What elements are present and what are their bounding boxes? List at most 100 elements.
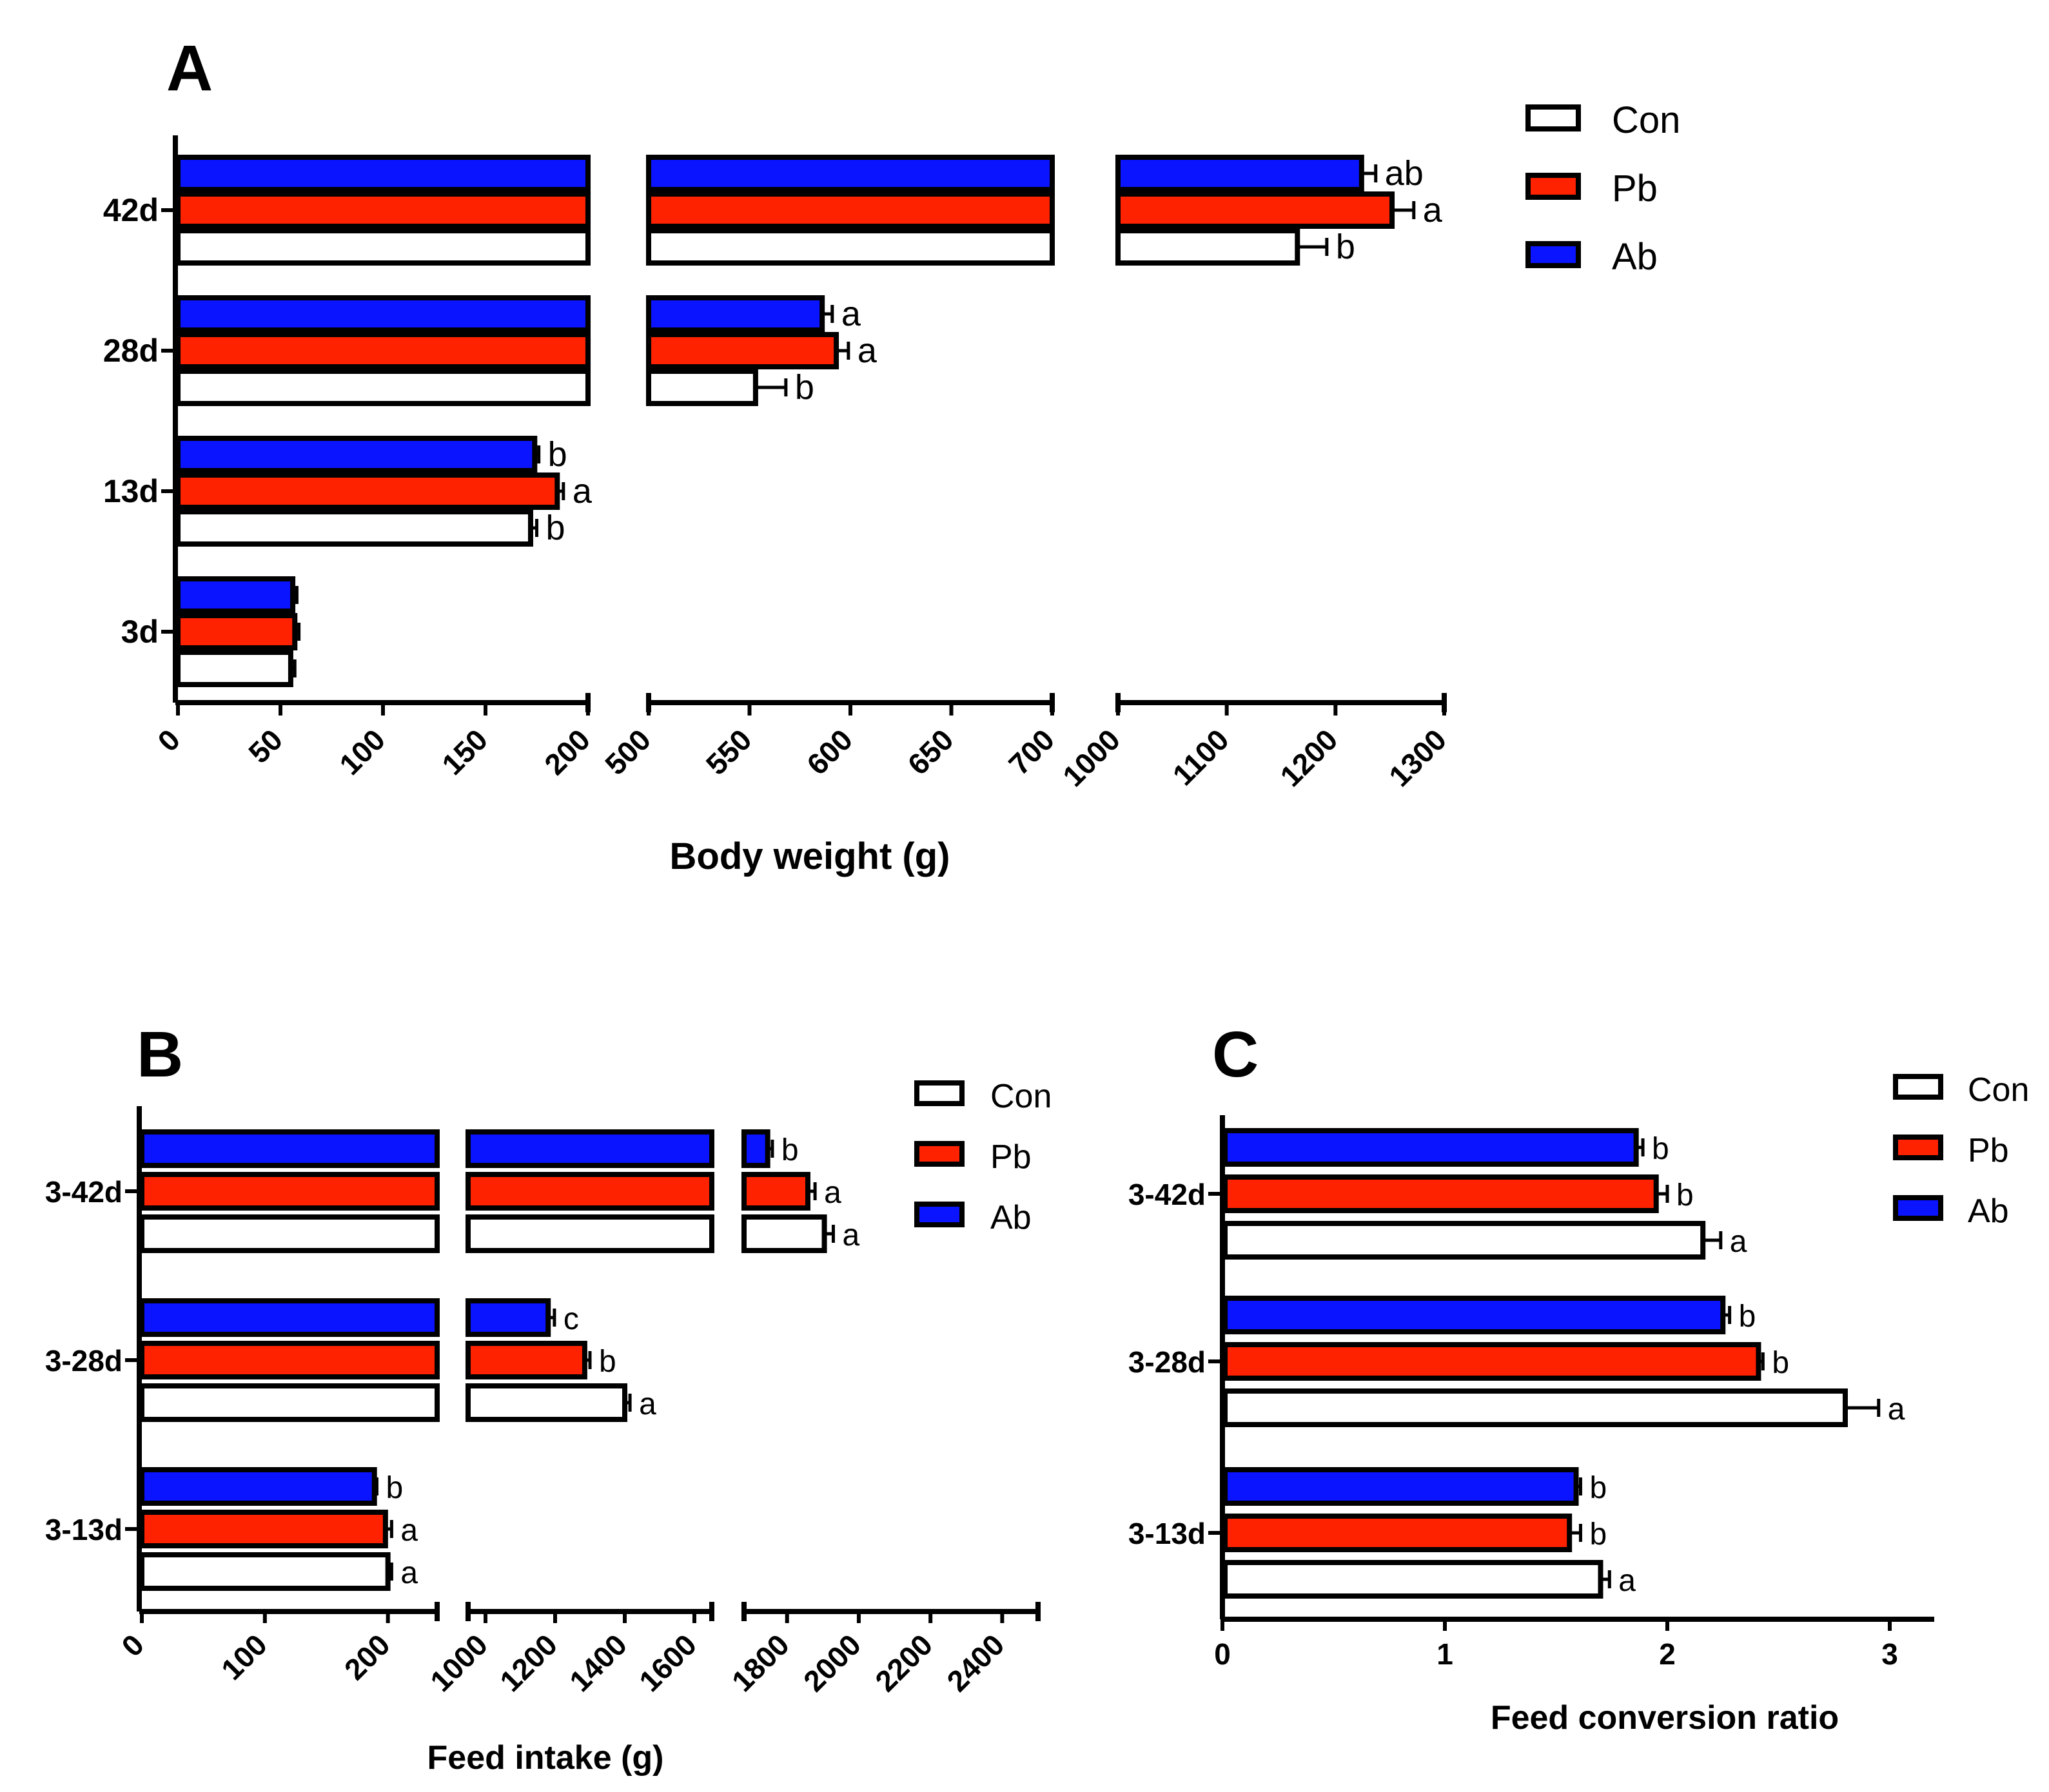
panel-b-category-3-28d: 3-28d cba xyxy=(45,1298,656,1422)
panel-c-bar-ab-3-28d xyxy=(1222,1296,1726,1334)
panel-a-x-tick-label-550: 550 xyxy=(700,723,758,781)
panel-b-x-axis-segment-1: 0 100 200 xyxy=(115,1602,440,1686)
panel-c-bar-group-pb-3-13d: b xyxy=(1222,1514,1607,1552)
panel-c-x-axis-title: Feed conversion ratio xyxy=(1491,1699,1839,1737)
panel-a-y-tick-label-42d: 42d xyxy=(103,192,159,228)
panel-c-significance-label-con-3-42d: a xyxy=(1730,1225,1747,1259)
panel-a-bar-ab-3d xyxy=(175,576,296,614)
panel-b-bar-con-3-42d xyxy=(466,1214,714,1253)
panel-c-category-3-28d: 3-28d bb a xyxy=(1128,1296,1905,1427)
panel-b-bar-group-ab-3-13d: b xyxy=(139,1467,403,1506)
panel-c-bar-ab-3-42d xyxy=(1222,1128,1639,1167)
panel-a-bar-group-con-13d: b xyxy=(175,509,565,547)
panel-c-significance-label-pb-3-28d: b xyxy=(1772,1346,1789,1380)
panel-c-bar-group-ab-3-42d: b xyxy=(1222,1128,1669,1167)
panel-a-x-axis-title: Body weight (g) xyxy=(670,835,950,877)
panel-a-bar-group-pb-28d: a xyxy=(175,331,877,370)
panel-b-x-tick-label-1200: 1200 xyxy=(493,1628,564,1698)
panel-a-x-tick-label-1200: 1200 xyxy=(1273,723,1344,793)
panel-a-bar-group-con-42d: b xyxy=(175,228,1355,266)
panel-a-x-tick-label-50: 50 xyxy=(242,723,289,770)
panel-c-bar-pb-3-28d xyxy=(1222,1342,1761,1381)
panel-a-bar-group-ab-28d: a xyxy=(175,295,861,333)
panel-a-x-tick-label-1000: 1000 xyxy=(1056,723,1126,793)
panel-c-category-3-42d: 3-42d bb a xyxy=(1128,1128,1747,1260)
panel-a-bar-pb-3d xyxy=(175,613,298,650)
panel-c-x-tick-label-0: 0 xyxy=(1214,1637,1231,1671)
panel-a-legend-swatch-con xyxy=(1525,104,1581,131)
panel-b-bar-group-ab-3-42d: b xyxy=(139,1129,799,1168)
panel-a-legend-label-ab: Ab xyxy=(1612,236,1658,278)
panel-b-bar-pb-3-42d xyxy=(139,1172,440,1211)
panel-a-x-axis-segment-3: 1000 1100 1200 1300 xyxy=(1056,693,1453,793)
panel-c-letter: C xyxy=(1212,1018,1259,1091)
panel-a-legend-item-ab: Ab xyxy=(1525,236,1658,278)
panel-c-bar-group-con-3-42d: a xyxy=(1222,1221,1747,1260)
panel-c-bar-pb-3-42d xyxy=(1222,1174,1659,1213)
panel-a-y-tick-label-13d: 13d xyxy=(103,473,159,509)
panel-b-legend-label-ab: Ab xyxy=(990,1199,1032,1236)
panel-a-bar-pb-28d xyxy=(646,332,839,369)
panel-a-x-tick-label-1300: 1300 xyxy=(1382,723,1453,793)
panel-a-x-tick-label-500: 500 xyxy=(598,723,657,781)
panel-a-category-3d: 3d xyxy=(121,576,301,687)
panel-a-legend-swatch-pb xyxy=(1525,173,1581,200)
panel-a-legend-item-con: Con xyxy=(1525,99,1680,141)
panel-b-bar-group-con-3-28d: a xyxy=(139,1383,656,1422)
panel-c-legend-swatch-ab xyxy=(1893,1195,1943,1221)
panel-a-bar-con-28d xyxy=(175,369,591,406)
panel-b-legend-label-pb: Pb xyxy=(990,1138,1032,1176)
panel-a-bar-pb-42d xyxy=(1115,191,1395,229)
panel-a-x-tick-label-200: 200 xyxy=(538,723,596,781)
panel-a-significance-label-ab-42d: ab xyxy=(1385,154,1424,193)
panel-c-legend-swatch-con xyxy=(1893,1074,1943,1100)
panel-b-legend-item-pb: Pb xyxy=(914,1138,1032,1176)
panel-a-bar-pb-42d xyxy=(646,191,1055,229)
panel-c-x-tick-label-3: 3 xyxy=(1881,1637,1898,1671)
panel-b-y-tick-label-3-28d: 3-28d xyxy=(45,1344,123,1378)
panel-c-significance-label-pb-3-13d: b xyxy=(1589,1517,1607,1552)
panel-a-significance-label-pb-13d: a xyxy=(573,472,593,511)
panel-a-bar-ab-42d xyxy=(646,155,1055,192)
panel-a-bar-group-con-3d xyxy=(175,650,297,687)
panel-b-significance-label-con-3-28d: a xyxy=(639,1387,656,1421)
panel-c-bar-con-3-42d xyxy=(1222,1221,1706,1260)
panel-c-bar-con-3-13d xyxy=(1222,1560,1603,1599)
panel-a-x-axis-segment-2: 500 550 600 650 700 xyxy=(598,693,1061,781)
panel-a-body-weight-chart: A Con Pb Ab 0 50 100 150 200 500 550 600 650 700100… xyxy=(103,32,1681,877)
panel-c-significance-label-con-3-28d: a xyxy=(1888,1392,1905,1427)
panel-c-bar-ab-3-13d xyxy=(1222,1467,1579,1506)
panel-a-bar-ab-42d xyxy=(1115,155,1364,192)
panel-c-legend-item-con: Con xyxy=(1893,1071,2029,1109)
panel-a-bar-group-ab-3d xyxy=(175,576,299,614)
panel-b-legend-label-con: Con xyxy=(990,1078,1052,1115)
panel-b-bar-pb-3-28d xyxy=(466,1341,587,1379)
panel-a-bar-pb-13d xyxy=(175,472,560,510)
panel-a-bar-group-pb-13d: a xyxy=(175,472,593,511)
panel-b-bar-con-3-13d xyxy=(139,1552,391,1591)
panel-a-legend-label-pb: Pb xyxy=(1612,168,1658,209)
panel-b-bar-group-pb-3-42d: a xyxy=(139,1172,841,1211)
panel-b-bar-group-pb-3-13d: a xyxy=(139,1510,418,1548)
panel-c-legend: Con Pb Ab xyxy=(1893,1071,2029,1230)
panel-a-legend-swatch-ab xyxy=(1525,241,1581,268)
panel-b-bar-con-3-28d xyxy=(466,1383,627,1422)
panel-a-bar-group-con-28d: b xyxy=(175,368,814,407)
panel-b-x-tick-label-2400: 2400 xyxy=(940,1628,1010,1698)
panel-b-x-tick-label-100: 100 xyxy=(215,1628,273,1686)
panel-b-significance-label-ab-3-42d: b xyxy=(781,1133,799,1167)
panel-a-bar-ab-42d xyxy=(175,155,591,192)
panel-b-significance-label-con-3-13d: a xyxy=(400,1556,418,1590)
panel-a-letter: A xyxy=(166,32,213,104)
panel-a-bar-group-ab-42d: ab xyxy=(175,154,1424,193)
panel-c-bar-group-ab-3-28d: b xyxy=(1222,1296,1756,1334)
panel-c-significance-label-ab-3-13d: b xyxy=(1589,1471,1607,1505)
